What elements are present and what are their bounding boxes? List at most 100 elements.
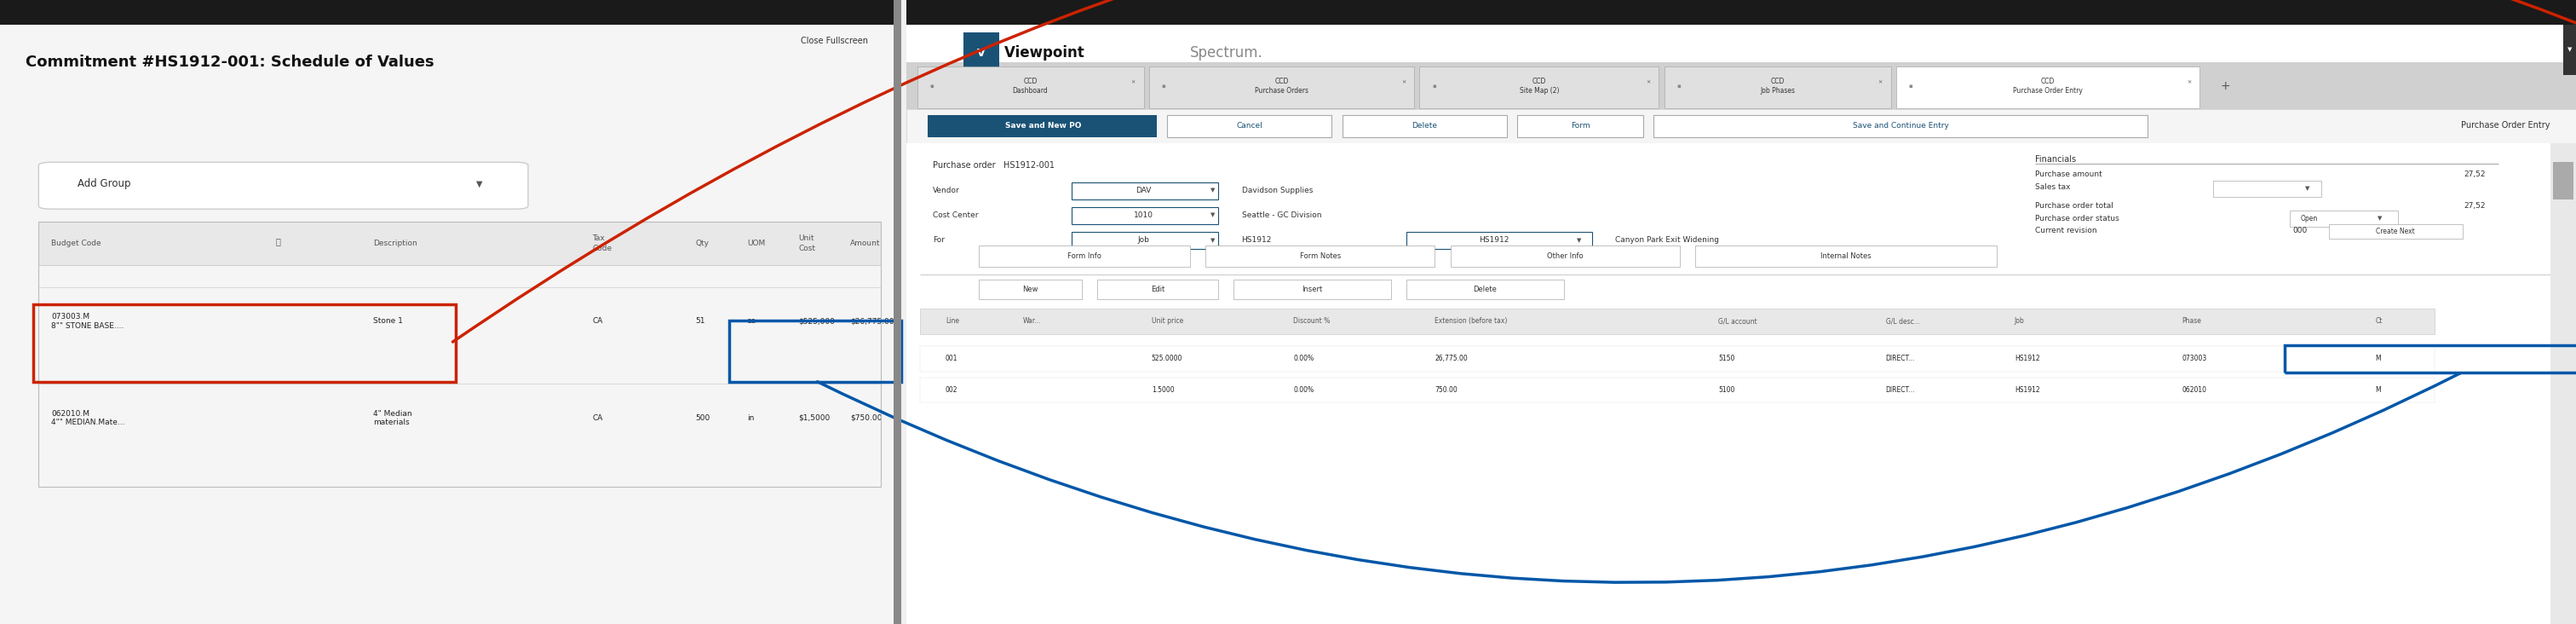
FancyBboxPatch shape — [1450, 245, 1680, 266]
Text: New: New — [1023, 286, 1038, 293]
Bar — [2550, 144, 2576, 624]
Text: Purchase order   HS1912-001: Purchase order HS1912-001 — [933, 161, 1054, 170]
Text: ▼: ▼ — [1211, 213, 1216, 218]
Text: Cancel: Cancel — [1236, 122, 1262, 129]
Text: Purchase amount: Purchase amount — [2035, 171, 2102, 178]
Text: Cost Center: Cost Center — [933, 212, 979, 219]
Text: Vendor: Vendor — [933, 187, 958, 194]
Text: G/L account: G/L account — [1718, 318, 1757, 325]
FancyBboxPatch shape — [1234, 280, 1391, 300]
Bar — [39, 222, 881, 265]
Text: ▪: ▪ — [930, 84, 935, 89]
Text: War...: War... — [1023, 318, 1041, 325]
Text: ✕: ✕ — [1131, 80, 1136, 84]
Bar — [907, 62, 2576, 109]
Bar — [2563, 25, 2576, 75]
Text: Save and Continue Entry: Save and Continue Entry — [1852, 122, 1947, 129]
Text: DIRECT...: DIRECT... — [1886, 386, 1914, 394]
Text: Tax
Code: Tax Code — [592, 235, 613, 252]
Text: ⓘ: ⓘ — [276, 237, 281, 246]
Text: ▼: ▼ — [2306, 186, 2311, 191]
FancyBboxPatch shape — [1206, 245, 1435, 266]
FancyBboxPatch shape — [963, 32, 999, 77]
Text: ea: ea — [747, 318, 757, 325]
Text: 073003.M
8"" STONE BASE....: 073003.M 8"" STONE BASE.... — [52, 313, 124, 329]
Text: Internal Notes: Internal Notes — [1821, 252, 1870, 260]
Text: Viewpoint: Viewpoint — [1005, 46, 1090, 61]
Text: CCD
Site Map (2): CCD Site Map (2) — [1520, 78, 1558, 94]
FancyBboxPatch shape — [1167, 115, 1332, 137]
Text: +: + — [2221, 80, 2231, 92]
Text: Purchase Order Entry: Purchase Order Entry — [2460, 121, 2550, 130]
Text: ▼: ▼ — [1211, 188, 1216, 193]
Text: Sales tax: Sales tax — [2035, 183, 2071, 191]
Text: Open: Open — [2300, 215, 2318, 222]
FancyBboxPatch shape — [2329, 224, 2463, 239]
Text: Purchase order status: Purchase order status — [2035, 215, 2120, 222]
Text: G/L desc...: G/L desc... — [1886, 318, 1919, 325]
Text: 525.0000: 525.0000 — [1151, 355, 1182, 363]
Text: CA: CA — [592, 414, 603, 422]
Text: Ct: Ct — [2375, 318, 2383, 325]
Text: V: V — [976, 47, 987, 59]
Text: Edit: Edit — [1151, 286, 1164, 293]
Text: Description: Description — [374, 240, 417, 247]
Text: For: For — [933, 236, 945, 244]
Bar — [907, 109, 2576, 144]
Text: Line: Line — [945, 318, 958, 325]
Text: ▼: ▼ — [2568, 47, 2571, 52]
Text: 001: 001 — [945, 355, 958, 363]
Text: Discount %: Discount % — [1293, 318, 1329, 325]
Text: Form Notes: Form Notes — [1301, 252, 1340, 260]
Text: Financials: Financials — [2035, 155, 2076, 163]
Text: Add Group: Add Group — [77, 178, 131, 190]
Text: Extension (before tax): Extension (before tax) — [1435, 318, 1507, 325]
Bar — [894, 0, 902, 624]
Text: CCD
Purchase Orders: CCD Purchase Orders — [1255, 78, 1309, 94]
FancyBboxPatch shape — [1406, 280, 1564, 300]
Bar — [0, 0, 894, 624]
FancyBboxPatch shape — [1517, 115, 1643, 137]
Text: Delete: Delete — [1473, 286, 1497, 293]
Text: ✕: ✕ — [1646, 80, 1651, 84]
Text: Current revision: Current revision — [2035, 227, 2097, 235]
FancyArrowPatch shape — [453, 0, 2576, 369]
Text: $525,000: $525,000 — [799, 318, 835, 325]
Text: Other Info: Other Info — [1546, 252, 1584, 260]
FancyBboxPatch shape — [1664, 66, 1891, 108]
Text: Phase: Phase — [2182, 318, 2202, 325]
FancyBboxPatch shape — [1072, 207, 1218, 224]
Bar — [0, 0, 894, 25]
Bar — [920, 378, 2434, 402]
Text: $750.00: $750.00 — [850, 414, 881, 422]
Text: ▪: ▪ — [1432, 84, 1437, 89]
FancyBboxPatch shape — [1072, 232, 1218, 249]
Text: 062010.M
4"" MEDIAN.Mate...: 062010.M 4"" MEDIAN.Mate... — [52, 410, 126, 426]
Text: CA: CA — [592, 318, 603, 325]
Text: 51: 51 — [696, 318, 706, 325]
Bar — [907, 0, 2576, 25]
Bar — [39, 222, 881, 487]
Text: ▪: ▪ — [1677, 84, 1682, 89]
Text: Davidson Supplies: Davidson Supplies — [1242, 187, 1314, 194]
Text: 5100: 5100 — [1718, 386, 1734, 394]
FancyBboxPatch shape — [1097, 280, 1218, 300]
Text: Create Next: Create Next — [2375, 228, 2416, 235]
Text: UOM: UOM — [747, 240, 765, 247]
Text: Unit
Cost: Unit Cost — [799, 235, 817, 252]
Text: $26,775.00: $26,775.00 — [850, 318, 894, 325]
Bar — [907, 144, 2576, 624]
Text: Qty: Qty — [696, 240, 708, 247]
Text: 26,775.00: 26,775.00 — [1435, 355, 1468, 363]
Bar — [907, 0, 2576, 624]
Text: $1,5000: $1,5000 — [799, 414, 829, 422]
Text: 1.5000: 1.5000 — [1151, 386, 1175, 394]
Text: Form: Form — [1571, 122, 1589, 129]
Text: ▪: ▪ — [1162, 84, 1167, 89]
Text: 073003: 073003 — [2182, 355, 2208, 363]
Text: Purchase order total: Purchase order total — [2035, 202, 2112, 210]
FancyBboxPatch shape — [917, 66, 1144, 108]
Text: Amount: Amount — [850, 240, 881, 247]
Text: 750.00: 750.00 — [1435, 386, 1458, 394]
Text: 27,52: 27,52 — [2465, 171, 2486, 178]
